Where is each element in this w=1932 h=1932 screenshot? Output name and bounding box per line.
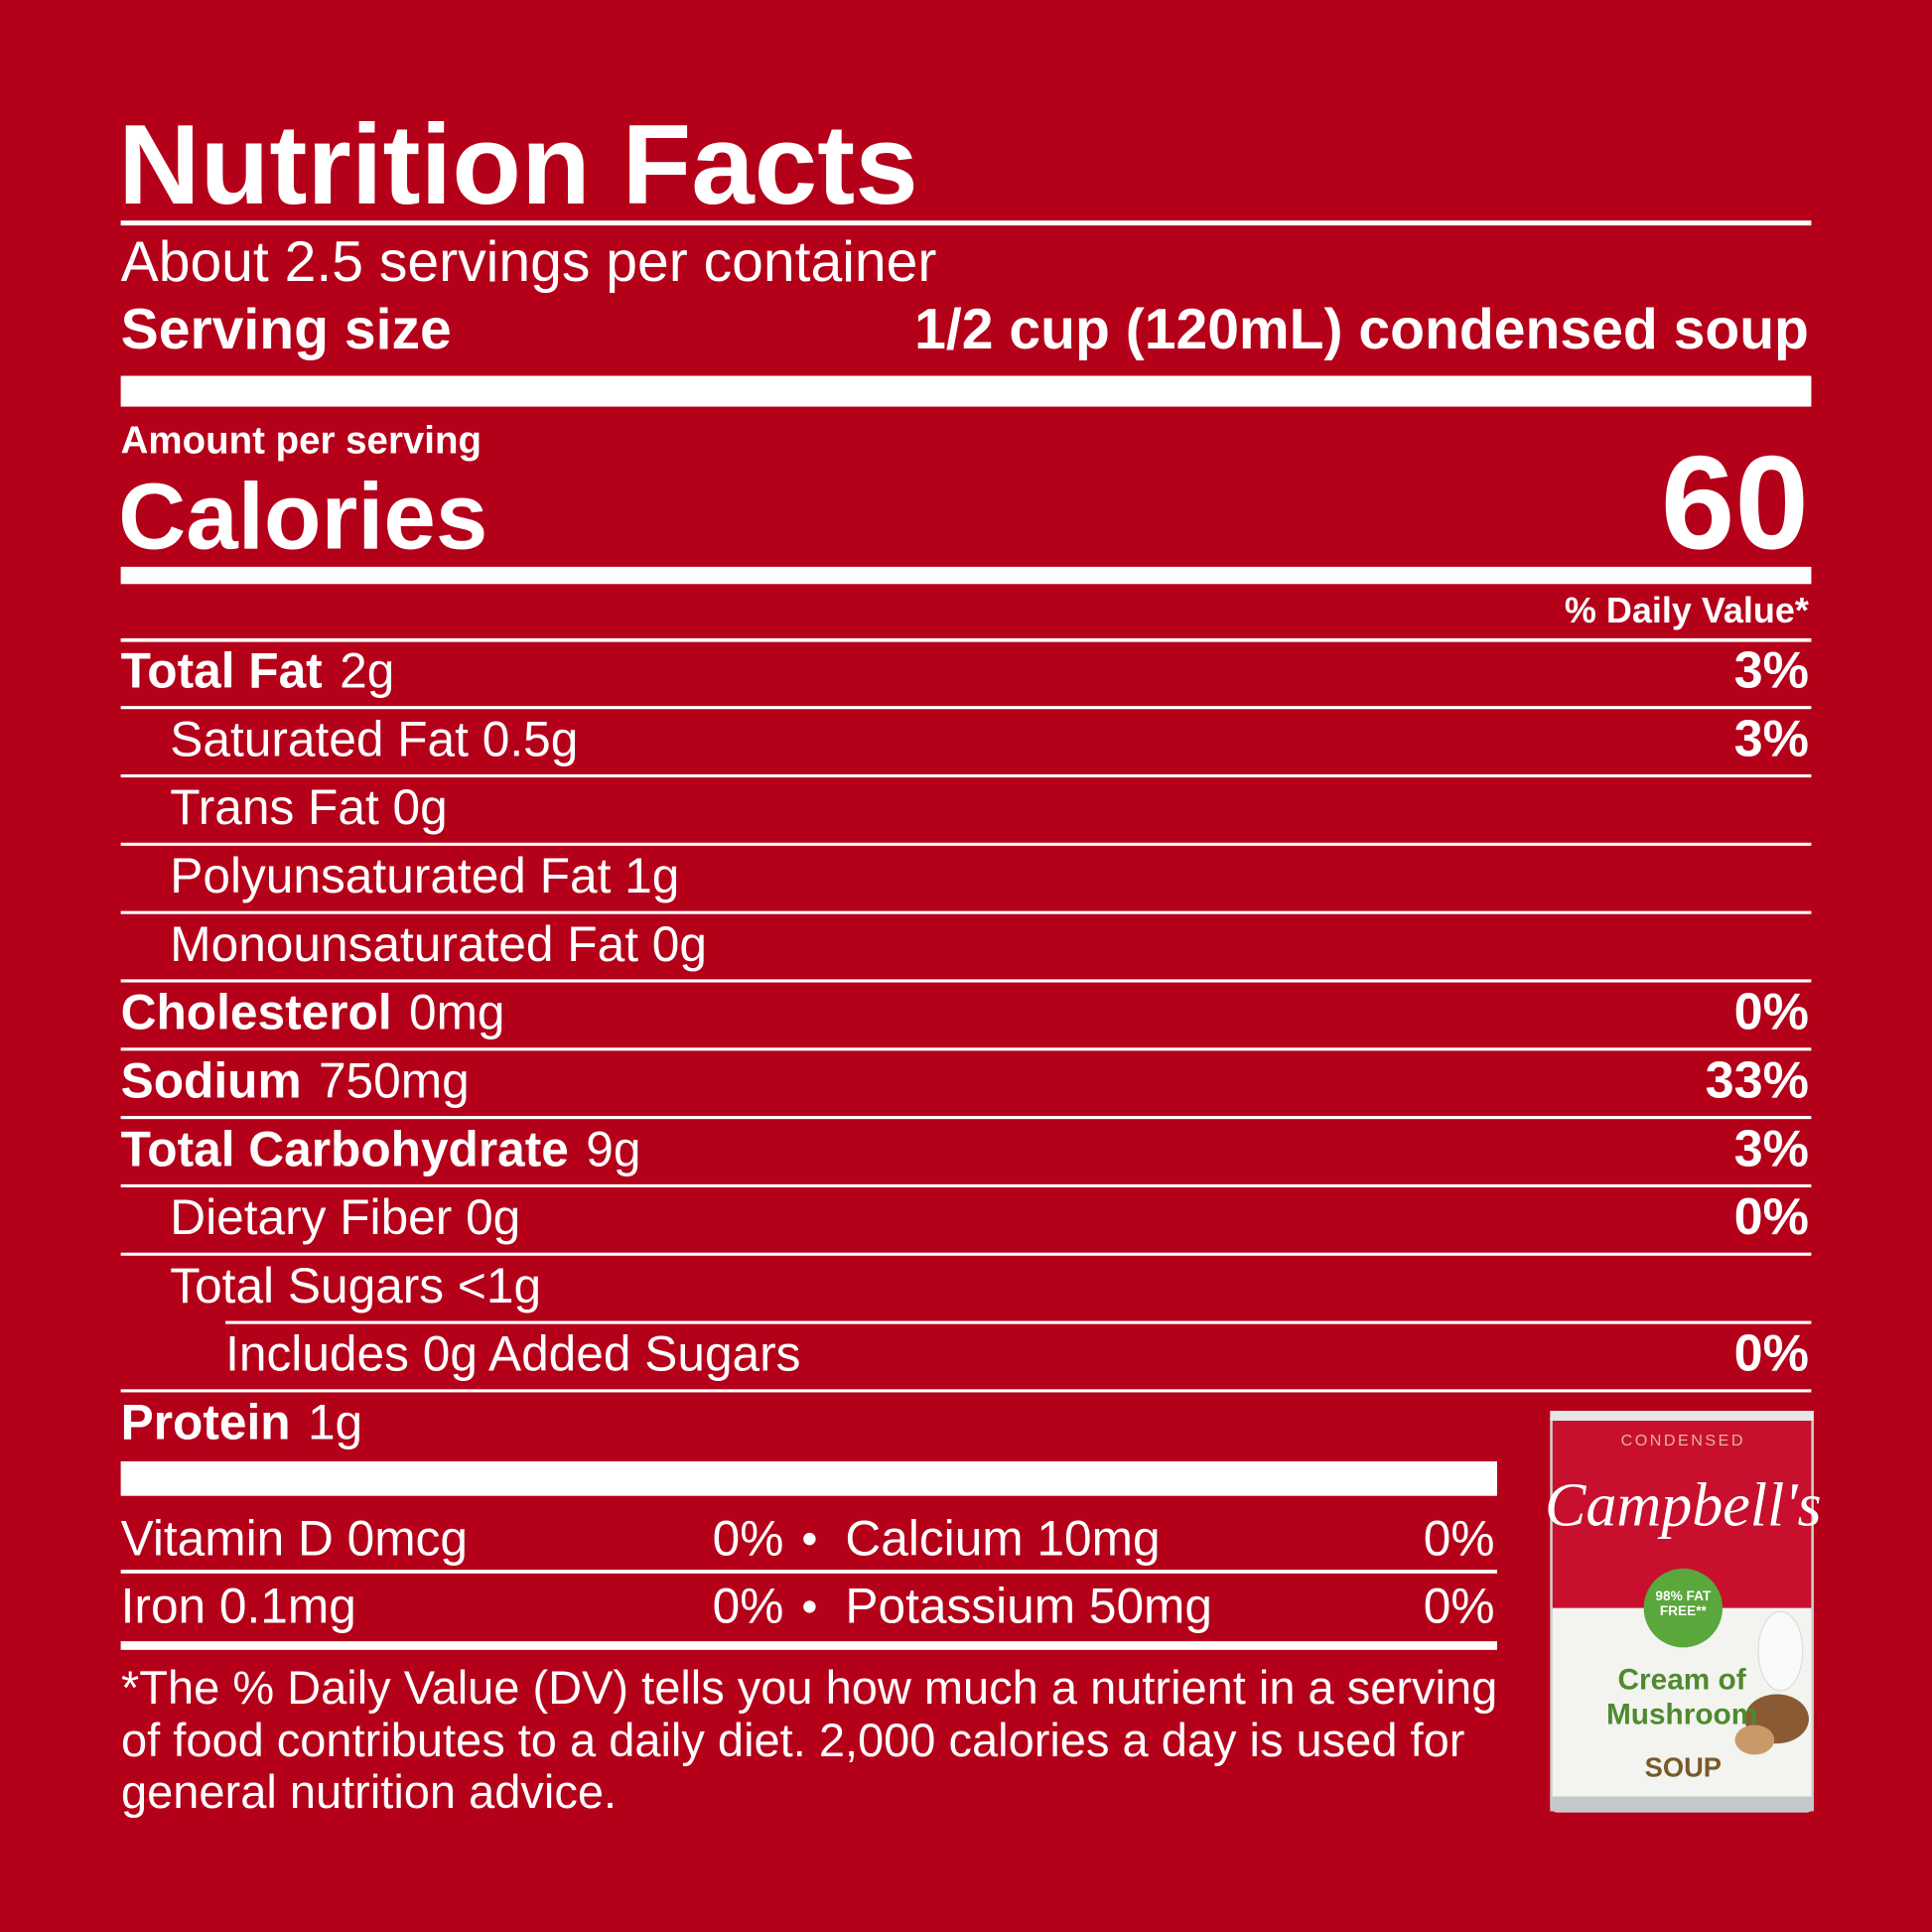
rule [120,910,1812,914]
nutrient-amount: 750mg [319,1052,470,1108]
rule [120,1570,1497,1574]
rule [120,1389,1812,1393]
rule [120,706,1812,710]
nutrient-dv: 33% [1706,1051,1809,1109]
nutrient-row: Cholesterol 0mg [121,985,505,1040]
nutrient-name: Total Sugars <1g [170,1258,541,1313]
serving-size-value: 1/2 cup (120mL) condensed soup [914,298,1809,361]
nutrient-amount: 9g [586,1121,640,1176]
thick-rule [120,375,1812,407]
nutrient-row: Monounsaturated Fat 0g [170,916,707,972]
calories-label: Calories [118,464,487,568]
vitamin-name: Vitamin D 0mcg [121,1510,468,1566]
nutrient-name: Cholesterol [121,985,392,1040]
serving-size-label: Serving size [121,298,452,361]
nutrient-row: Includes 0g Added Sugars [225,1326,800,1382]
title: Nutrition Facts [118,102,918,228]
thick-rule [120,566,1812,585]
can-badge: 98% FAT FREE** [1655,1589,1712,1619]
nutrient-name: Protein [121,1395,291,1450]
nutrient-name: Sodium [121,1052,302,1108]
nutrient-name: Monounsaturated Fat 0g [170,916,707,972]
can-flavor: Cream of Mushroom [1605,1663,1758,1731]
vitamin-dv: 0% [713,1579,784,1634]
vitamin-name: Potassium 50mg [845,1579,1212,1634]
rule [225,1320,1812,1324]
rule [120,1183,1812,1187]
vitamin-name: Calcium 10mg [845,1510,1160,1566]
rule [120,1641,1497,1650]
rule [120,1116,1812,1120]
calories-value: 60 [1661,429,1809,577]
vitamin-dv: 0% [1424,1579,1495,1634]
rule [120,637,1812,642]
can-condensed: CONDENSED [1621,1432,1745,1449]
servings: About 2.5 servings per container [121,230,937,294]
nutrient-amount: 0mg [409,985,505,1040]
nutrient-name: Saturated Fat 0.5g [170,711,578,766]
nutrient-amount: 2g [340,643,394,699]
nutrient-name: Dietary Fiber 0g [170,1189,520,1245]
nutrient-name: Total Fat [121,643,323,699]
thick-rule [120,1460,1497,1496]
can-soup: SOUP [1645,1752,1722,1783]
nutrient-row: Polyunsaturated Fat 1g [170,848,679,903]
nutrient-name: Includes 0g Added Sugars [225,1326,800,1382]
footnote: *The % Daily Value (DV) tells you how mu… [121,1661,1498,1819]
product-image: CONDENSED Campbell's 98% FAT FREE** Crea… [1545,1411,1822,1813]
nutrient-dv: 3% [1734,642,1809,700]
nutrient-row: Total Fat 2g [121,643,395,699]
amount-label: Amount per serving [121,420,482,463]
vitamin-dv: 0% [713,1510,784,1566]
nutrient-row: Protein 1g [121,1395,363,1450]
nutrient-name: Total Carbohydrate [121,1121,569,1176]
nutrient-dv: 3% [1734,710,1809,767]
nutrient-dv: 0% [1734,1325,1809,1383]
vitamin-dv: 0% [1424,1510,1495,1566]
dv-header: % Daily Value* [1565,590,1809,630]
rule [120,1252,1812,1256]
rule [120,842,1812,846]
nutrient-row: Saturated Fat 0.5g [170,711,578,766]
rule [120,220,1812,226]
nutrient-dv: 0% [1734,1188,1809,1246]
nutrient-row: Sodium 750mg [121,1052,470,1108]
nutrient-row: Total Sugars <1g [170,1258,541,1313]
can-brand: Campbell's [1545,1471,1822,1539]
vitamin-name: Iron 0.1mg [121,1579,356,1634]
rule [120,1047,1812,1051]
nutrient-dv: 3% [1734,1120,1809,1177]
bullet [803,1532,816,1546]
rule [120,979,1812,983]
nutrient-row: Dietary Fiber 0g [170,1189,520,1245]
nutrient-amount: 1g [308,1395,362,1450]
nutrient-row: Total Carbohydrate 9g [121,1121,641,1176]
bullet [803,1600,816,1613]
rule [120,773,1812,778]
nutrient-row: Trans Fat 0g [170,779,447,835]
nutrient-dv: 0% [1734,984,1809,1041]
nutrient-name: Trans Fat 0g [170,779,447,835]
nutrient-name: Polyunsaturated Fat 1g [170,848,679,903]
